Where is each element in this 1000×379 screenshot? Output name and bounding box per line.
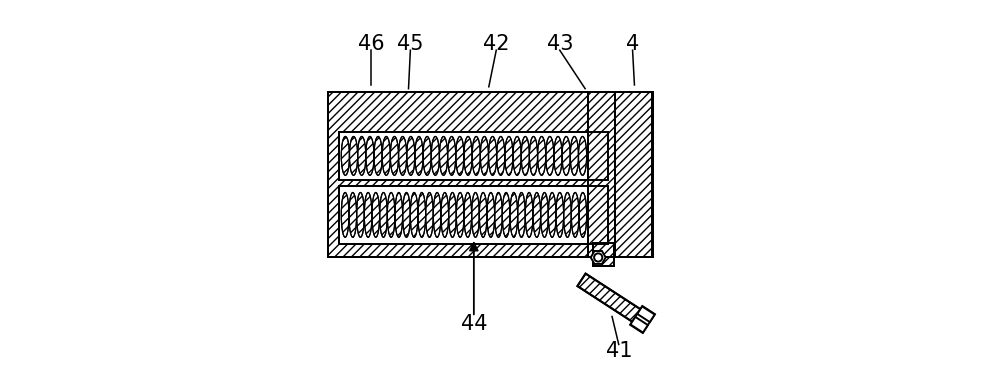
Polygon shape xyxy=(637,306,655,322)
Ellipse shape xyxy=(505,136,513,175)
Ellipse shape xyxy=(488,136,497,175)
Ellipse shape xyxy=(374,136,382,175)
Ellipse shape xyxy=(449,193,456,237)
Ellipse shape xyxy=(426,193,433,237)
Ellipse shape xyxy=(513,136,521,175)
Ellipse shape xyxy=(439,136,448,175)
Ellipse shape xyxy=(341,136,349,175)
Text: 43: 43 xyxy=(547,34,573,54)
Ellipse shape xyxy=(529,136,538,175)
Ellipse shape xyxy=(554,136,562,175)
Ellipse shape xyxy=(431,136,439,175)
Ellipse shape xyxy=(556,193,564,237)
Ellipse shape xyxy=(518,193,525,237)
Ellipse shape xyxy=(380,193,387,237)
Text: 46: 46 xyxy=(358,34,384,54)
Ellipse shape xyxy=(487,193,495,237)
Ellipse shape xyxy=(472,193,479,237)
Ellipse shape xyxy=(495,193,502,237)
Ellipse shape xyxy=(358,136,366,175)
Ellipse shape xyxy=(387,193,395,237)
Bar xyxy=(593,243,614,266)
Bar xyxy=(615,92,652,257)
Circle shape xyxy=(594,253,602,262)
Bar xyxy=(339,132,608,180)
Bar xyxy=(339,186,608,244)
Ellipse shape xyxy=(349,193,357,237)
Polygon shape xyxy=(591,251,606,264)
Polygon shape xyxy=(630,317,648,333)
Ellipse shape xyxy=(366,136,374,175)
Ellipse shape xyxy=(480,136,488,175)
Ellipse shape xyxy=(357,193,364,237)
Bar xyxy=(588,92,615,257)
Ellipse shape xyxy=(464,193,472,237)
Text: 45: 45 xyxy=(397,34,424,54)
Ellipse shape xyxy=(472,136,480,175)
Ellipse shape xyxy=(372,193,380,237)
Ellipse shape xyxy=(423,136,431,175)
Ellipse shape xyxy=(349,136,358,175)
Ellipse shape xyxy=(448,136,456,175)
Ellipse shape xyxy=(433,193,441,237)
Bar xyxy=(328,92,653,257)
Ellipse shape xyxy=(541,193,548,237)
Ellipse shape xyxy=(525,193,533,237)
Ellipse shape xyxy=(579,193,587,237)
Ellipse shape xyxy=(382,136,390,175)
Ellipse shape xyxy=(410,193,418,237)
Ellipse shape xyxy=(497,136,505,175)
Ellipse shape xyxy=(562,136,570,175)
Ellipse shape xyxy=(548,193,556,237)
Ellipse shape xyxy=(464,136,472,175)
Ellipse shape xyxy=(571,193,579,237)
Ellipse shape xyxy=(403,193,410,237)
Ellipse shape xyxy=(341,193,349,237)
Text: 42: 42 xyxy=(483,34,510,54)
Ellipse shape xyxy=(546,136,554,175)
Bar xyxy=(593,243,614,266)
Ellipse shape xyxy=(564,193,571,237)
Ellipse shape xyxy=(521,136,529,175)
Ellipse shape xyxy=(407,136,415,175)
Ellipse shape xyxy=(415,136,423,175)
Ellipse shape xyxy=(441,193,449,237)
Ellipse shape xyxy=(578,136,587,175)
Polygon shape xyxy=(630,306,655,333)
Bar xyxy=(339,132,608,180)
Ellipse shape xyxy=(456,136,464,175)
Bar xyxy=(615,92,652,257)
Ellipse shape xyxy=(399,136,407,175)
Ellipse shape xyxy=(533,193,541,237)
Polygon shape xyxy=(577,274,647,326)
Ellipse shape xyxy=(502,193,510,237)
Text: 4: 4 xyxy=(626,34,639,54)
Text: 44: 44 xyxy=(461,314,487,334)
Ellipse shape xyxy=(510,193,518,237)
Ellipse shape xyxy=(456,193,464,237)
Bar xyxy=(328,92,653,257)
Ellipse shape xyxy=(479,193,487,237)
Ellipse shape xyxy=(570,136,578,175)
Bar xyxy=(588,92,615,257)
Ellipse shape xyxy=(395,193,403,237)
Ellipse shape xyxy=(538,136,546,175)
Ellipse shape xyxy=(390,136,399,175)
Ellipse shape xyxy=(364,193,372,237)
Text: 41: 41 xyxy=(606,341,632,361)
Bar xyxy=(339,186,608,244)
Ellipse shape xyxy=(418,193,426,237)
